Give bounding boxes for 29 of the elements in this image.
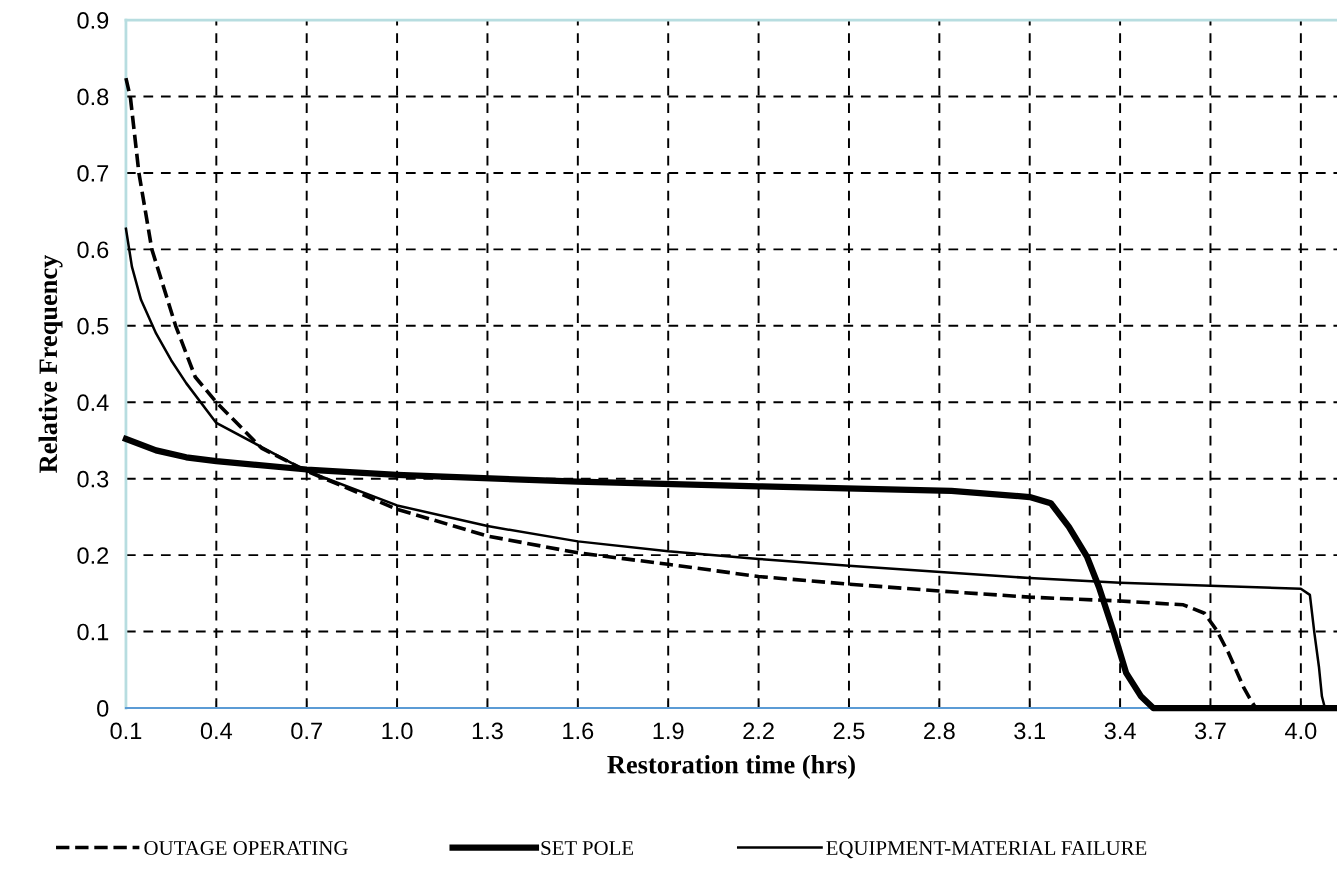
x-tick-label: 1.3 <box>472 722 503 740</box>
x-tick-label: 1.6 <box>563 722 594 740</box>
x-tick-label: 0.4 <box>200 722 233 740</box>
x-tick-label: 0.1 <box>110 722 142 740</box>
x-tick-label: 2.8 <box>924 722 955 740</box>
y-tick-label: 0.5 <box>77 317 109 335</box>
y-tick-label: 0.7 <box>77 164 109 182</box>
legend-label: OUTAGE OPERATING <box>144 841 348 856</box>
y-tick-label: 0 <box>97 700 109 717</box>
x-tick-label: 3.7 <box>1194 722 1226 740</box>
x-tick-label: 1.0 <box>382 722 413 740</box>
x-axis-title: Restoration time (hrs) <box>607 755 855 779</box>
x-tick-label: 0.7 <box>291 722 322 740</box>
x-tick-label: 2.2 <box>743 722 774 740</box>
y-axis-title: Relative Frequency <box>38 254 63 473</box>
y-tick-label: 0.9 <box>77 12 109 29</box>
x-tick-label: 3.1 <box>1014 722 1045 740</box>
x-tick-label: 3.4 <box>1104 722 1136 740</box>
legend-label: SET POLE <box>541 841 634 856</box>
y-tick-label: 0.3 <box>77 470 109 488</box>
x-tick-label: 4.0 <box>1284 722 1317 740</box>
x-tick-label: 1.9 <box>653 722 684 740</box>
y-tick-label: 0.2 <box>77 547 109 564</box>
y-tick-label: 0.8 <box>77 88 109 106</box>
legend-label: EQUIPMENT-MATERIAL FAILURE <box>826 841 1147 859</box>
y-tick-label: 0.6 <box>77 241 109 259</box>
y-tick-label: 0.4 <box>77 394 109 412</box>
x-tick-label: 2.5 <box>833 722 865 740</box>
y-tick-label: 0.1 <box>77 623 109 641</box>
